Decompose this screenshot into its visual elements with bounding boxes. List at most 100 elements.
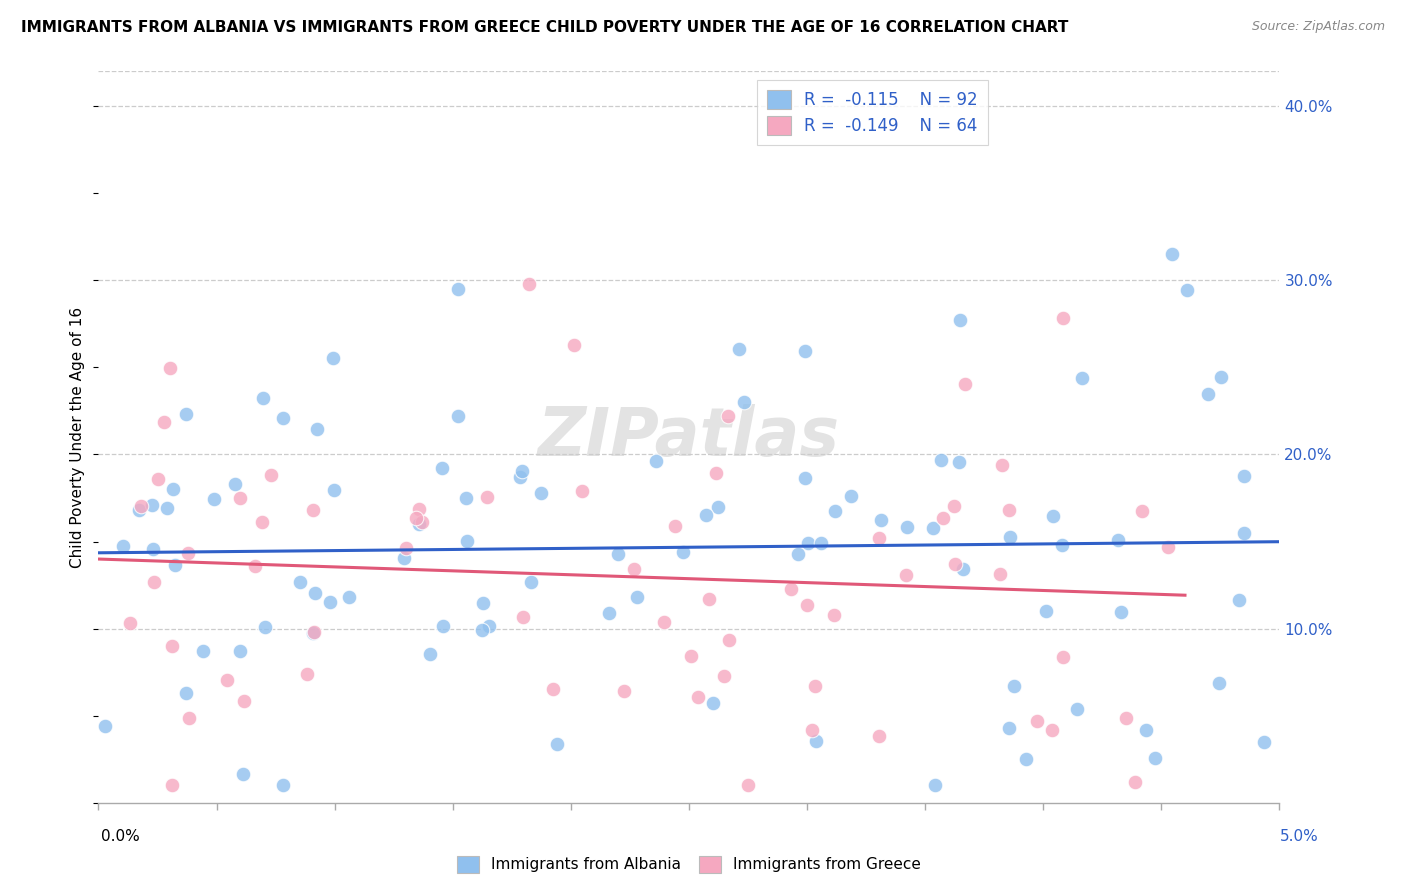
Point [797,536,820,550]
Point [733,395,755,409]
Point [337,591,360,605]
Point [990,458,1012,472]
Point [520,575,543,590]
Point [794,343,817,358]
Point [148,472,170,486]
Point [1040,723,1063,738]
Point [302,503,325,517]
Point [1175,284,1198,298]
Point [697,592,720,607]
Point [623,562,645,576]
Point [1197,387,1219,401]
Point [645,454,668,468]
Point [456,533,478,548]
Point [305,422,328,436]
Point [598,606,620,620]
Point [174,686,197,700]
Point [177,711,200,725]
Point [405,511,427,525]
Point [793,471,815,485]
Point [679,648,702,663]
Point [1233,526,1256,541]
Point [1035,604,1057,618]
Point [796,598,818,612]
Point [323,483,346,497]
Point [1002,679,1025,693]
Point [177,546,200,560]
Point [823,607,845,622]
Point [432,460,454,475]
Point [571,483,593,498]
Point [159,361,181,376]
Point [478,619,501,633]
Point [1050,538,1073,552]
Point [1115,711,1137,725]
Text: 0.0%: 0.0% [101,830,141,844]
Point [1052,649,1074,664]
Point [803,679,825,693]
Point [672,544,695,558]
Point [319,595,342,609]
Point [477,490,499,504]
Point [129,499,152,513]
Point [512,609,534,624]
Point [1211,370,1233,384]
Point [718,632,741,647]
Point [1026,714,1049,728]
Point [707,500,730,515]
Point [408,501,430,516]
Point [243,558,266,573]
Point [824,504,846,518]
Point [1157,541,1180,555]
Point [737,778,759,792]
Point [142,542,165,557]
Point [686,690,709,705]
Point [517,277,540,291]
Point [702,696,724,710]
Point [562,338,585,352]
Point [952,561,974,575]
Point [271,778,294,792]
Point [1070,370,1092,384]
Point [1130,504,1153,518]
Point [780,582,803,597]
Point [141,499,163,513]
Point [252,391,274,405]
Point [295,667,318,681]
Point [302,626,325,640]
Point [1052,311,1074,326]
Point [111,539,134,553]
Point [695,508,717,523]
Point [988,566,1011,581]
Point [176,407,198,421]
Point [1042,509,1064,524]
Point [271,411,294,425]
Point [411,515,433,529]
Point [202,492,225,507]
Point [229,491,252,506]
Point [252,515,274,529]
Point [868,531,890,545]
Point [626,590,648,604]
Point [931,511,953,525]
Point [160,640,183,654]
Point [1066,702,1088,716]
Point [896,520,918,534]
Text: IMMIGRANTS FROM ALBANIA VS IMMIGRANTS FROM GREECE CHILD POVERTY UNDER THE AGE OF: IMMIGRANTS FROM ALBANIA VS IMMIGRANTS FR… [21,20,1069,35]
Point [288,574,311,589]
Point [94,719,117,733]
Point [546,737,568,751]
Point [949,313,972,327]
Point [804,733,827,747]
Point [1144,751,1167,765]
Point [664,519,686,533]
Point [224,477,246,491]
Point [1232,469,1254,483]
Point [1227,593,1250,607]
Point [165,558,187,572]
Point [392,550,415,565]
Point [471,624,494,638]
Point [156,500,179,515]
Point [942,499,965,513]
Point [541,681,564,696]
